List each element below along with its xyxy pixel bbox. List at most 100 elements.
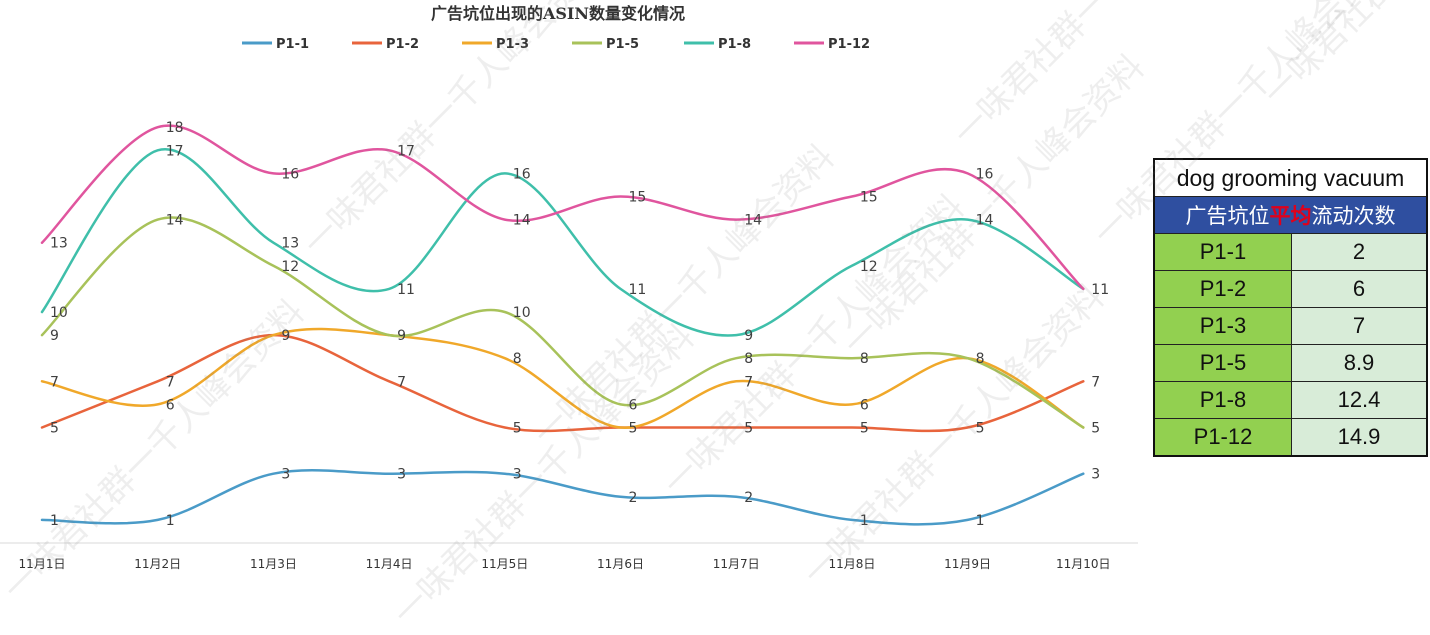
data-label: 1 <box>860 513 869 529</box>
table-row: P1-8 12.4 <box>1153 381 1428 419</box>
data-label: 14 <box>166 213 184 229</box>
line-chart: 广告坑位出现的ASIN数量变化情况 P1-1 P1-2 P1-3 P1-5 P1-8 P1… <box>0 4 1138 571</box>
subtitle-highlight: 平均 <box>1269 205 1312 228</box>
data-label: 5 <box>629 421 638 437</box>
data-label: 5 <box>50 421 59 437</box>
data-label: 9 <box>281 328 290 344</box>
average-value: 2 <box>1291 233 1428 271</box>
data-label: 5 <box>513 421 522 437</box>
table-subtitle: 广告坑位平均流动次数 <box>1153 196 1428 234</box>
data-label: 5 <box>1091 421 1100 437</box>
data-label: 7 <box>166 374 175 390</box>
x-axis-ticks: 11月1日 11月2日 11月3日 11月4日 11月5日 11月6日 11月7日 11月8日… <box>19 557 1111 571</box>
table-row: P1-2 6 <box>1153 270 1428 308</box>
data-label: 2 <box>744 490 753 506</box>
table-row: P1-1 2 <box>1153 233 1428 271</box>
x-tick-label: 11月3日 <box>250 557 297 571</box>
data-label: 3 <box>1091 467 1100 483</box>
subtitle-part-2: 流动次数 <box>1311 205 1396 228</box>
chart-legend: P1-1 P1-2 P1-3 P1-5 P1-8 P1-12 <box>242 37 870 52</box>
data-label: 1 <box>976 513 985 529</box>
series-line-P1-2 <box>40 333 1085 433</box>
legend-label-P1-2: P1-2 <box>386 37 419 52</box>
x-tick-label: 11月9日 <box>944 557 991 571</box>
chart-title: 广告坑位出现的ASIN数量变化情况 <box>431 4 685 23</box>
data-label: 5 <box>976 421 985 437</box>
data-label: 17 <box>397 143 415 159</box>
x-tick-label: 11月2日 <box>134 557 181 571</box>
data-label: 10 <box>50 305 68 321</box>
position-name: P1-3 <box>1153 307 1292 345</box>
table-row: P1-5 8.9 <box>1153 344 1428 382</box>
series-line-P1-8 <box>40 147 1085 337</box>
data-label: 3 <box>513 467 522 483</box>
position-name: P1-5 <box>1153 344 1292 382</box>
x-tick-label: 11月8日 <box>828 557 875 571</box>
data-label: 6 <box>629 397 638 413</box>
data-label: 6 <box>166 397 175 413</box>
data-label: 8 <box>860 351 869 367</box>
data-label: 5 <box>744 421 753 437</box>
data-label: 12 <box>860 259 878 275</box>
data-label: 16 <box>281 166 299 182</box>
data-label: 14 <box>513 213 531 229</box>
series-line-P1-1 <box>40 469 1085 526</box>
x-tick-label: 11月1日 <box>19 557 66 571</box>
average-flow-table: dog grooming vacuum 广告坑位平均流动次数 P1-1 2 P1-2… <box>1153 158 1428 457</box>
data-label: 15 <box>860 190 878 206</box>
data-label: 13 <box>50 236 68 252</box>
data-label: 1 <box>166 513 175 529</box>
data-label: 15 <box>629 190 647 206</box>
x-tick-label: 11月10日 <box>1056 557 1111 571</box>
data-label: 1 <box>50 513 59 529</box>
data-labels: 1310975118171476116131293171197316141085… <box>50 120 1109 529</box>
legend-label-P1-8: P1-8 <box>718 37 751 52</box>
data-label: 18 <box>166 120 184 136</box>
data-label: 10 <box>513 305 531 321</box>
series-lines <box>40 124 1085 526</box>
data-label: 8 <box>976 351 985 367</box>
data-label: 5 <box>860 421 869 437</box>
data-label: 16 <box>976 166 994 182</box>
legend-label-P1-5: P1-5 <box>606 37 639 52</box>
average-value: 8.9 <box>1291 344 1428 382</box>
data-label: 2 <box>629 490 638 506</box>
data-label: 7 <box>744 374 753 390</box>
x-tick-label: 11月4日 <box>366 557 413 571</box>
x-tick-label: 11月7日 <box>713 557 760 571</box>
data-label: 14 <box>744 213 762 229</box>
series-line-P1-12 <box>40 124 1085 291</box>
data-label: 9 <box>744 328 753 344</box>
data-label: 9 <box>50 328 59 344</box>
x-tick-label: 11月5日 <box>481 557 528 571</box>
data-label: 7 <box>50 374 59 390</box>
watermark-text: 一味君社群一千人峰会资料 <box>1250 0 1430 115</box>
data-label: 13 <box>281 236 299 252</box>
average-value: 12.4 <box>1291 381 1428 419</box>
table-row: P1-12 14.9 <box>1153 418 1428 457</box>
table-row: P1-3 7 <box>1153 307 1428 345</box>
table-title: dog grooming vacuum <box>1153 158 1428 197</box>
legend-label-P1-12: P1-12 <box>828 37 870 52</box>
data-label: 16 <box>513 166 531 182</box>
position-name: P1-1 <box>1153 233 1292 271</box>
data-label: 12 <box>281 259 299 275</box>
legend-label-P1-3: P1-3 <box>496 37 529 52</box>
subtitle-part-1: 广告坑位 <box>1185 205 1270 228</box>
data-label: 11 <box>397 282 415 298</box>
data-label: 9 <box>397 328 406 344</box>
data-label: 7 <box>1091 374 1100 390</box>
data-label: 7 <box>397 374 406 390</box>
x-tick-label: 11月6日 <box>597 557 644 571</box>
data-label: 3 <box>281 467 290 483</box>
data-label: 6 <box>860 397 869 413</box>
average-value: 14.9 <box>1291 418 1428 457</box>
legend-label-P1-1: P1-1 <box>276 37 309 52</box>
position-name: P1-12 <box>1153 418 1292 457</box>
position-name: P1-8 <box>1153 381 1292 419</box>
table-body: P1-1 2 P1-2 6 P1-3 7 P1-5 8.9 P1-8 12.4 P1-12 14.9 <box>1153 233 1428 457</box>
average-value: 7 <box>1291 307 1428 345</box>
series-line-P1-3 <box>40 327 1085 429</box>
data-label: 8 <box>513 351 522 367</box>
data-label: 17 <box>166 143 184 159</box>
